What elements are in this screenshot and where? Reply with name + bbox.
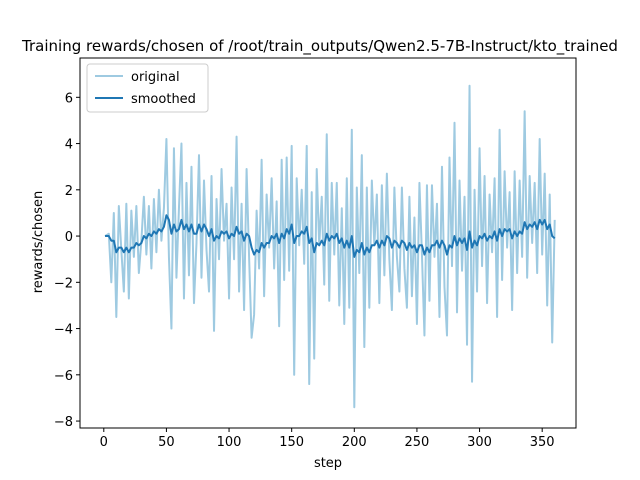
y-axis: −8 −6 −4 −2 0 2 4 6 [54, 91, 80, 430]
x-tick-label: 50 [158, 435, 175, 450]
y-tick-label: 2 [65, 184, 73, 199]
x-tick-label: 100 [217, 435, 242, 450]
chart-title: Training rewards/chosen of /root/train_o… [21, 37, 618, 56]
y-tick-label: −2 [54, 276, 73, 291]
plot-frame [79, 57, 577, 429]
y-axis-label: rewards/chosen [31, 191, 46, 294]
y-tick-label: 0 [65, 230, 73, 245]
x-tick-label: 150 [279, 435, 304, 450]
series-line-smoothed [105, 214, 556, 258]
x-tick-label: 200 [342, 435, 367, 450]
x-axis: 0 50 100 150 200 250 300 350 [100, 428, 555, 450]
y-tick-label: −6 [54, 369, 73, 384]
x-axis-label: step [314, 456, 342, 471]
y-tick-label: 4 [65, 138, 73, 153]
x-tick-label: 300 [467, 435, 492, 450]
x-tick-label: 0 [100, 435, 108, 450]
series-line-original [104, 84, 556, 409]
y-tick-label: −4 [54, 323, 73, 338]
legend-label-original: original [131, 70, 180, 85]
x-tick-label: 350 [530, 435, 555, 450]
x-tick-label: 250 [405, 435, 430, 450]
y-tick-label: 6 [65, 91, 73, 106]
plot-area [79, 57, 577, 429]
legend-label-smoothed: smoothed [131, 92, 196, 107]
y-tick-label: −8 [54, 415, 73, 430]
legend: original smoothed [86, 63, 209, 113]
